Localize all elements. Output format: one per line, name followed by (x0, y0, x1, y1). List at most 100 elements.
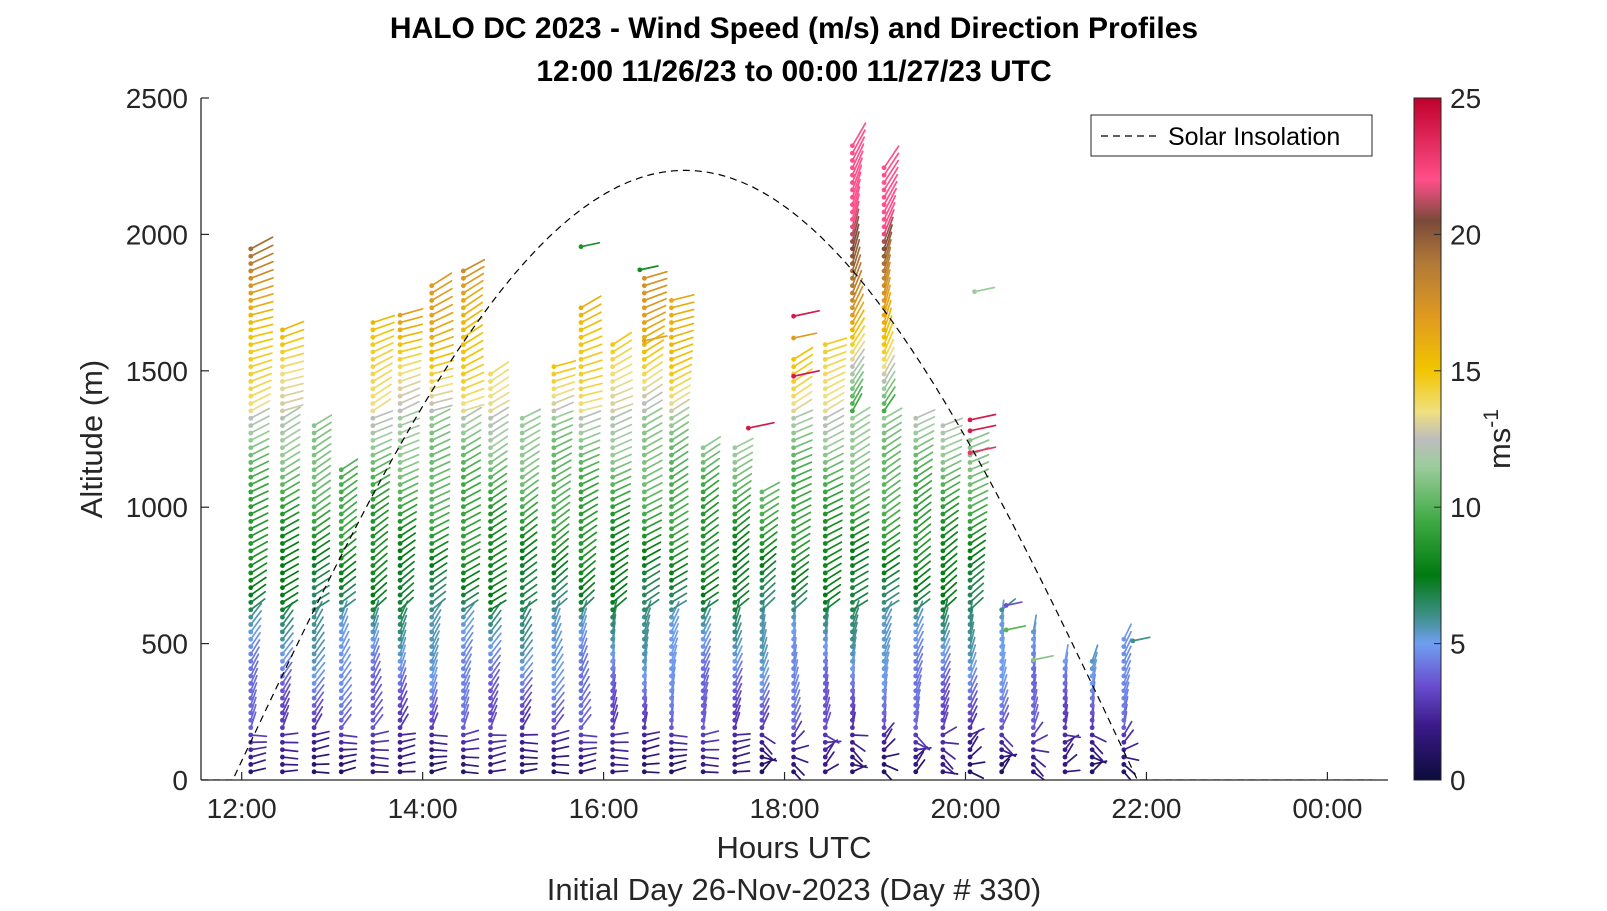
wind-barb-dot (551, 555, 557, 561)
wind-barb-dot (881, 747, 887, 753)
x-tick-label: 12:00 (207, 793, 277, 824)
wind-barb-dot (759, 563, 765, 568)
wind-barb-shaft (883, 516, 901, 530)
wind-barb-shaft (462, 681, 471, 700)
wind-barb-dot (429, 622, 435, 627)
wind-barb-dot (913, 688, 919, 694)
wind-barb-dot (850, 408, 855, 414)
wind-barb-shaft (733, 575, 750, 589)
wind-barb-shaft (313, 569, 330, 582)
wind-barb-dot (370, 437, 376, 443)
wind-barb-dot (338, 504, 344, 510)
wind-barb-dot (370, 518, 376, 524)
wind-barb-shaft (969, 432, 990, 442)
wind-barb-dot (551, 408, 557, 414)
wind-barb-dot (280, 577, 285, 583)
wind-barb-shaft (580, 660, 589, 677)
wind-barb-dot (610, 452, 616, 458)
wind-barb-dot (1030, 636, 1036, 642)
wind-barb-dot (488, 371, 493, 377)
wind-barb-dot (940, 504, 946, 510)
wind-barb-shaft (430, 674, 438, 692)
wind-barb-dot (610, 732, 616, 738)
wind-barb-shaft (372, 438, 393, 449)
wind-barb-shaft (399, 690, 408, 707)
wind-barb-shaft (914, 444, 934, 456)
wind-barb-dot (551, 430, 557, 436)
wind-barb-shaft (824, 357, 847, 368)
wind-barb-shaft (489, 480, 508, 493)
wind-barb-shaft (281, 676, 292, 692)
wind-barb-dot (791, 769, 796, 775)
wind-barb-dot (397, 342, 403, 348)
wind-barb-shaft (702, 660, 711, 677)
wind-barb-shaft (792, 461, 813, 471)
wind-barb-shaft (249, 352, 273, 361)
wind-barb-dot (397, 769, 403, 775)
wind-barb-dot (822, 666, 828, 672)
wind-barb-dot (460, 482, 466, 487)
wind-barb-dot (732, 622, 738, 627)
wind-barb-dot (850, 460, 855, 465)
wind-barbs-layer (248, 122, 1151, 780)
wind-barb-shaft (552, 622, 562, 641)
wind-barb-shaft (313, 730, 330, 736)
wind-barb-dot (429, 614, 435, 620)
wind-barb-shaft (670, 510, 689, 523)
wind-barb-dot (460, 762, 466, 767)
wind-barb-dot (850, 555, 855, 561)
wind-barb-dot (578, 526, 584, 532)
wind-barb-dot (370, 570, 376, 576)
wind-barb-shaft (851, 599, 869, 611)
wind-barb-shaft (281, 336, 305, 346)
wind-barb-dot (338, 467, 344, 473)
wind-barb-shaft (372, 431, 393, 442)
wind-barb-shaft (883, 180, 898, 206)
wind-barb-dot (460, 430, 466, 436)
wind-barb-shaft (643, 311, 666, 324)
wind-barb-shaft (430, 490, 451, 501)
wind-barb-dot (881, 290, 887, 296)
wind-barb-dot (551, 710, 557, 716)
wind-barb-dot (519, 717, 525, 723)
wind-barb-shaft (281, 496, 300, 508)
wind-barb-dot (822, 600, 828, 605)
wind-barb-dot (641, 739, 647, 745)
wind-barb-shaft (792, 730, 805, 744)
wind-barb-shaft (969, 596, 984, 611)
wind-barb-shaft (430, 547, 449, 560)
wind-barb-dot (1062, 717, 1068, 723)
wind-barb-shaft (580, 424, 601, 434)
wind-barb-shaft (281, 421, 301, 434)
wind-barb-shaft (914, 674, 922, 692)
wind-barb-shaft (249, 660, 259, 677)
wind-barb-dot (641, 401, 647, 406)
wind-barb-dot (822, 496, 828, 502)
wind-barb-shaft (611, 387, 634, 398)
wind-barb-dot (370, 555, 376, 561)
wind-barb-dot (338, 644, 344, 650)
wind-barb-dot (610, 533, 616, 539)
wind-barb-shaft (399, 698, 408, 714)
wind-barb-shaft (489, 632, 502, 648)
wind-barb-shaft (521, 598, 538, 611)
wind-barb-shaft (521, 479, 539, 493)
wind-barb-dot (641, 334, 647, 340)
wind-barb-dot (488, 563, 493, 568)
wind-barb-dot (551, 717, 557, 723)
wind-barb-shaft (611, 379, 633, 390)
wind-barb-dot (940, 703, 946, 708)
wind-barb-shaft (824, 526, 843, 537)
wind-barb-shaft (851, 393, 863, 412)
wind-barb-shaft (430, 431, 451, 442)
wind-barb-dot (940, 673, 946, 679)
wind-barb-shaft (643, 753, 660, 758)
wind-barb-dot (1062, 725, 1068, 731)
wind-barb-dot (519, 636, 525, 642)
wind-barb-dot (610, 725, 616, 731)
wind-barb-shaft (611, 416, 633, 427)
wind-barb-shaft (249, 711, 257, 729)
wind-barb-dot (967, 673, 973, 679)
wind-barb-shaft (1091, 756, 1107, 764)
wind-barb-dot (1121, 747, 1127, 753)
